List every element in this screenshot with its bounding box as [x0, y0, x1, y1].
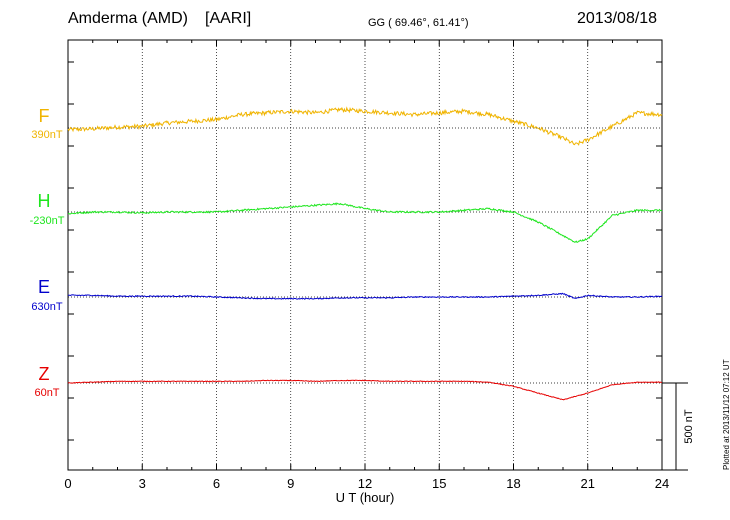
series-f-line — [67, 106, 663, 146]
series-z-line — [67, 379, 663, 401]
x-tick-label: 12 — [358, 476, 372, 491]
station-coordinates: GG ( 69.46°, 61.41°) — [368, 17, 469, 29]
series-f-label: F — [39, 106, 50, 126]
series-e-label: E — [38, 277, 50, 297]
x-tick-label: 3 — [139, 476, 146, 491]
x-tick-label: 0 — [64, 476, 71, 491]
axis-ticks — [67, 40, 663, 470]
x-tick-label: 15 — [432, 476, 446, 491]
x-tick-label: 9 — [287, 476, 294, 491]
gridlines — [141, 40, 589, 470]
x-tick-label: 21 — [581, 476, 595, 491]
station-title: Amderma (AMD) — [68, 10, 189, 27]
date-title: 2013/08/18 — [577, 10, 658, 27]
series-labels: F 390nT H -230nT E 630nT Z 60nT — [30, 106, 65, 399]
series-e-line — [67, 292, 663, 300]
plotted-timestamp: Plotted at 2013/11/12 07:12 UT — [722, 359, 730, 470]
x-axis-title: U T (hour) — [336, 490, 395, 505]
scale-bar: 500 nT — [662, 382, 695, 471]
institute-title: [AARI] — [205, 10, 252, 27]
series-z-baseline-value: 60nT — [34, 387, 59, 399]
x-tick-label: 24 — [655, 476, 669, 491]
plot-frame — [67, 39, 663, 471]
series-f-baseline-value: 390nT — [31, 129, 62, 141]
series-h-line — [67, 202, 663, 243]
series-h-baseline-value: -230nT — [30, 215, 65, 227]
series-e-baseline-value: 630nT — [31, 301, 62, 313]
series-h-label: H — [38, 191, 51, 211]
x-tick-label: 18 — [506, 476, 520, 491]
series-group — [67, 106, 663, 401]
x-tick-labels: 0 3 6 9 12 15 18 21 24 — [64, 476, 669, 491]
x-tick-label: 6 — [213, 476, 220, 491]
series-z-label: Z — [39, 364, 50, 384]
scale-bar-label: 500 nT — [683, 409, 695, 444]
